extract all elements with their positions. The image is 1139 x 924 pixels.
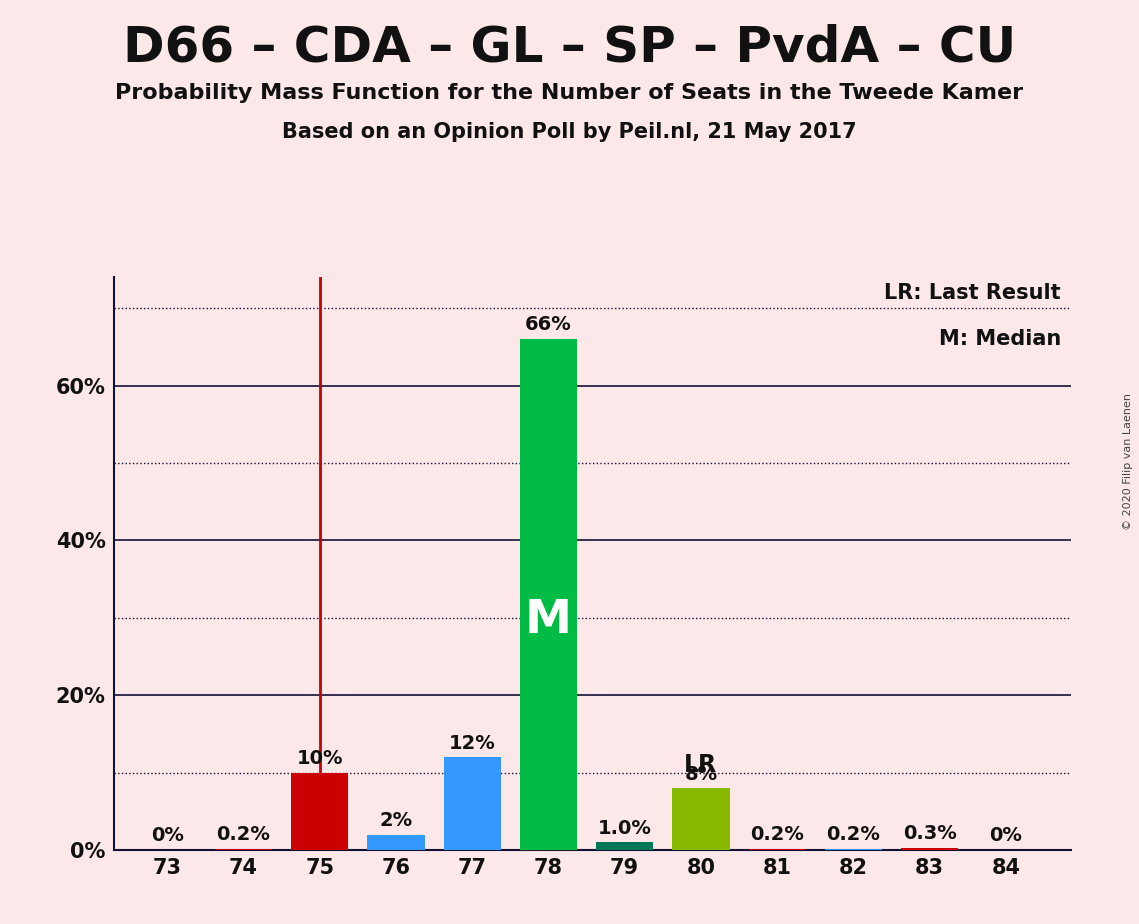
Text: M: Median: M: Median: [939, 329, 1062, 348]
Text: Based on an Opinion Poll by Peil.nl, 21 May 2017: Based on an Opinion Poll by Peil.nl, 21 …: [282, 122, 857, 142]
Bar: [596, 843, 654, 850]
Text: 0.2%: 0.2%: [827, 825, 880, 844]
Bar: [748, 848, 805, 850]
Text: 8%: 8%: [685, 764, 718, 784]
Text: 12%: 12%: [449, 734, 495, 752]
Bar: [368, 834, 425, 850]
Text: 0.2%: 0.2%: [216, 825, 270, 844]
Text: LR: LR: [685, 752, 718, 776]
Text: 2%: 2%: [379, 811, 412, 830]
Bar: [443, 757, 501, 850]
Bar: [519, 339, 577, 850]
Text: 66%: 66%: [525, 315, 572, 334]
Text: 0.2%: 0.2%: [751, 825, 804, 844]
Text: © 2020 Filip van Laenen: © 2020 Filip van Laenen: [1123, 394, 1133, 530]
Bar: [901, 847, 958, 850]
Text: 0.3%: 0.3%: [903, 824, 957, 843]
Text: 10%: 10%: [296, 749, 343, 768]
Bar: [825, 848, 882, 850]
Bar: [292, 772, 349, 850]
Text: 0%: 0%: [150, 826, 183, 845]
Text: LR: Last Result: LR: Last Result: [885, 283, 1062, 303]
Bar: [672, 788, 729, 850]
Text: Probability Mass Function for the Number of Seats in the Tweede Kamer: Probability Mass Function for the Number…: [115, 83, 1024, 103]
Text: 1.0%: 1.0%: [598, 819, 652, 838]
Text: 0%: 0%: [990, 826, 1023, 845]
Text: D66 – CDA – GL – SP – PvdA – CU: D66 – CDA – GL – SP – PvdA – CU: [123, 23, 1016, 71]
Text: M: M: [525, 598, 572, 643]
Bar: [215, 848, 272, 850]
